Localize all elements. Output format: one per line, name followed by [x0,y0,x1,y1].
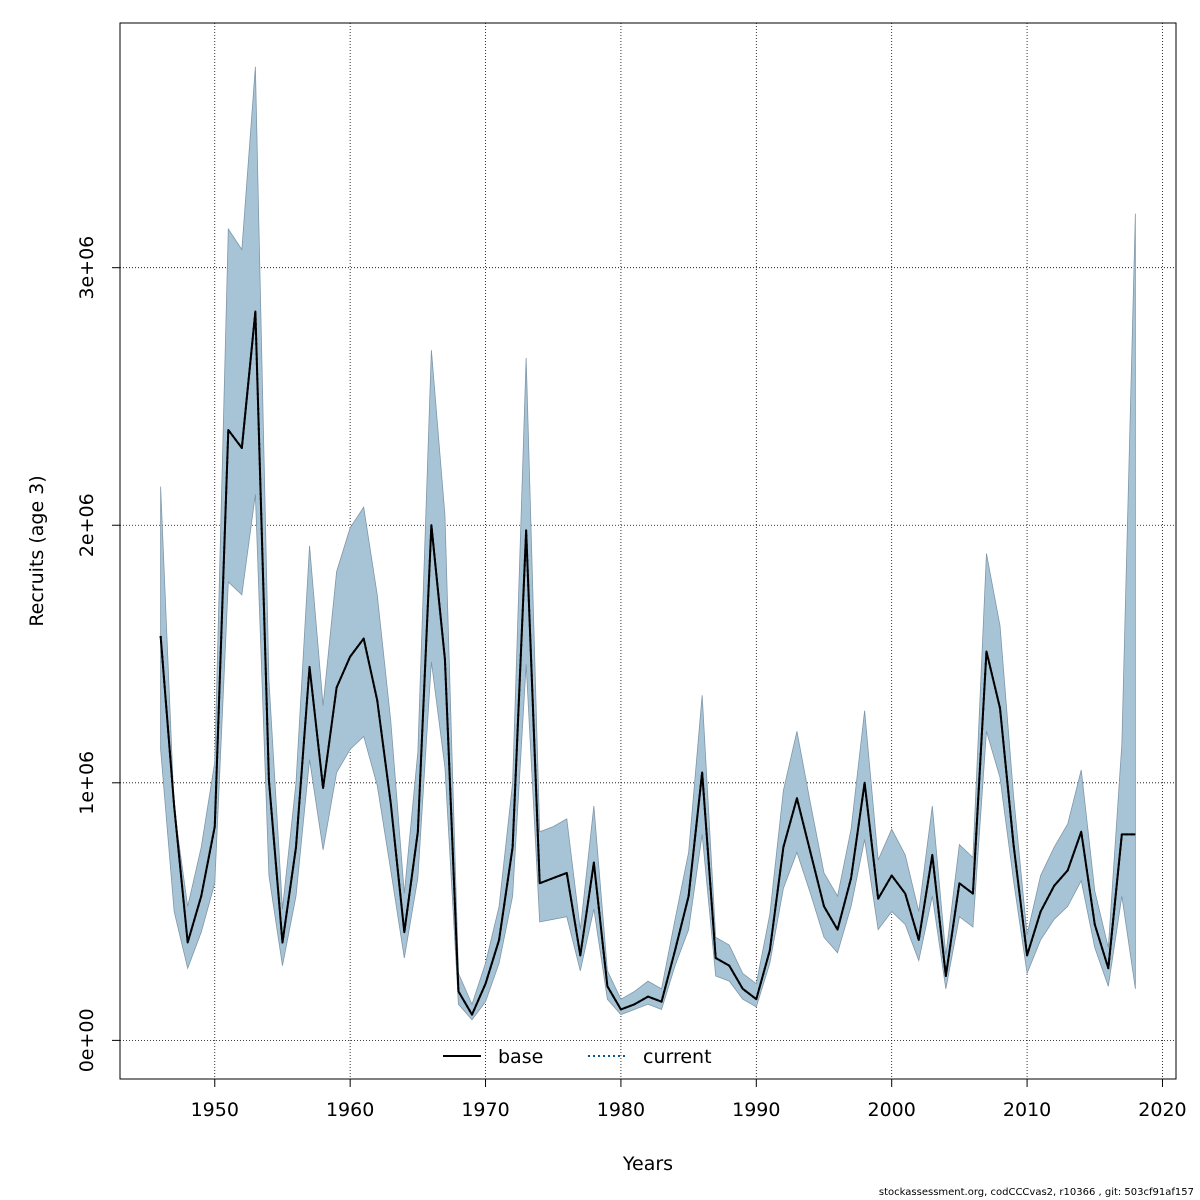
series-line-current [159,310,1136,1016]
grid-lines [120,23,1176,1079]
x-tick-label: 1970 [461,1099,509,1121]
x-tick-label: 1950 [191,1099,239,1121]
series-lines [159,310,1136,1016]
legend: base current [443,1046,712,1068]
footer-note: stockassessment.org, codCCCvas2, r10366 … [878,1187,1194,1198]
y-tick-label: 3e+06 [76,236,98,300]
x-axis: 1950 1960 1970 1980 1990 2000 2010 2020 [191,1079,1187,1121]
legend-label-base: base [498,1046,543,1068]
y-tick-label: 0e+00 [76,1008,98,1072]
plot-frame [119,22,1177,1080]
x-tick-label: 1980 [597,1099,645,1121]
legend-label-current: current [643,1046,712,1068]
x-tick-label: 2000 [868,1099,916,1121]
x-tick-label: 2010 [1003,1099,1051,1121]
y-tick-label: 2e+06 [76,493,98,557]
confidence-band [160,66,1136,1021]
x-tick-label: 1960 [326,1099,374,1121]
y-axis: 0e+00 1e+06 2e+06 3e+06 [76,236,120,1072]
y-tick-label: 1e+06 [76,751,98,815]
x-tick-label: 2020 [1138,1099,1186,1121]
x-axis-title: Years [622,1153,673,1175]
y-axis-title: Recruits (age 3) [26,475,48,626]
x-tick-label: 1990 [732,1099,780,1121]
